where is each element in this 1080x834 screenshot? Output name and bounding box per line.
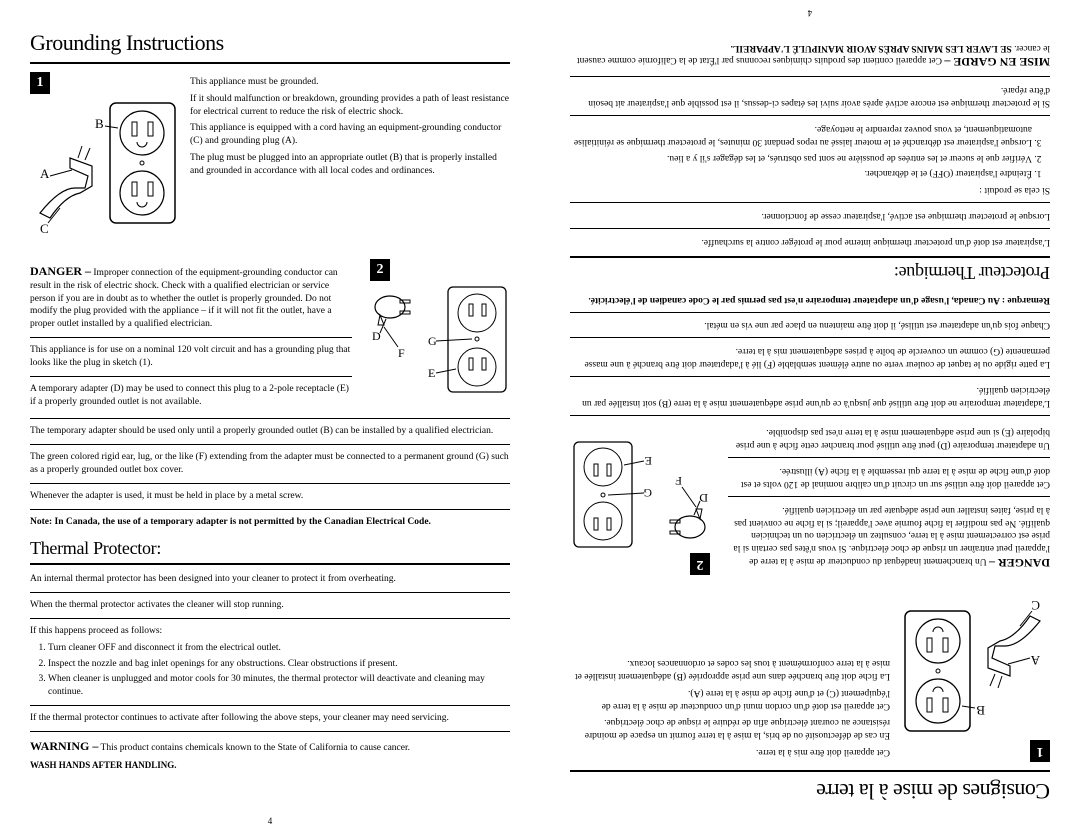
label-B: B	[95, 116, 104, 131]
p9-fr: Chaque fois qu'un adaptateur est utilisé…	[570, 319, 1050, 332]
svg-text:B: B	[976, 703, 985, 718]
outlet-plug-diagram-1: B A C	[30, 98, 180, 248]
svg-text:F: F	[675, 474, 682, 488]
p9: Whenever the adapter is used, it must be…	[30, 490, 510, 503]
tp-li3: When cleaner is unplugged and motor cool…	[48, 673, 510, 699]
svg-text:G: G	[643, 486, 652, 500]
title-thermal-fr: Protecteur Thermique:	[570, 262, 1050, 283]
svg-text:F: F	[398, 346, 405, 360]
figure-2-fr: 2 D F G E	[570, 422, 710, 575]
title-grounding: Grounding Instructions	[30, 30, 510, 56]
p7: The temporary adapter should be used onl…	[30, 425, 510, 438]
tp3: If this happens proceed as follows:	[30, 625, 510, 638]
svg-text:E: E	[428, 366, 435, 380]
p5: This appliance is for use on a nominal 1…	[30, 344, 352, 370]
svg-text:D: D	[699, 491, 708, 505]
tp2-fr: Lorsque le protecteur thermique est acti…	[570, 209, 1050, 222]
rule	[30, 62, 510, 64]
figure-2: 2 D F G	[370, 259, 510, 412]
svg-text:A: A	[1030, 653, 1040, 668]
fig2-number-fr: 2	[690, 553, 710, 575]
title-consignes: Consignes de mise à la terre	[570, 778, 1050, 804]
tp1-fr: L'aspirateur est doté d'un protecteur th…	[570, 235, 1050, 248]
title-thermal: Thermal Protector:	[30, 538, 510, 559]
tp3-fr: Si cela se produit :	[570, 183, 1050, 196]
p6-fr: Un adaptateur temporaire (D) peut être u…	[728, 426, 1050, 452]
page-number-fr: 4	[808, 8, 813, 18]
p2: If it should malfunction or breakdown, g…	[190, 93, 510, 119]
tp-li1: Turn cleaner OFF and disconnect it from …	[48, 642, 510, 655]
p1-fr: Cet appareil doit être mis à la terre.	[570, 745, 890, 758]
section-fig1-fr: 1 B A C	[570, 581, 1050, 762]
p4: The plug must be plugged into an appropr…	[190, 152, 510, 178]
svg-text:E: E	[645, 454, 652, 468]
svg-text:G: G	[428, 334, 437, 348]
danger-para: DANGER – Improper connection of the equi…	[30, 263, 352, 331]
fig1-number-fr: 1	[1030, 740, 1050, 762]
warning-para-fr: MISE EN GARDE – Cet appareil contient de…	[570, 41, 1050, 71]
remarque: Remarque : Au Canada, l'usage d'un adapt…	[570, 293, 1050, 306]
page-french: Consignes de mise à la terre 1 B	[540, 0, 1080, 834]
figure-1: 1 B A	[30, 72, 180, 253]
page-english: Grounding Instructions 1	[0, 0, 540, 834]
p7-fr: L'adaptateur temporaire ne doit être uti…	[570, 383, 1050, 409]
tp-li2-fr: Vérifier que le suceur et les entrées de…	[570, 151, 1032, 164]
warning-label: WARNING –	[30, 739, 98, 753]
tp4: If the thermal protector continues to ac…	[30, 712, 510, 725]
fig1-text: This appliance must be grounded. If it s…	[190, 72, 510, 253]
wash-hands-fr: SE LAVER LES MAINS APRÈS AVOIR MANIPULÉ …	[731, 43, 1012, 53]
fig1-text-fr: Cet appareil doit être mis à la terre. E…	[570, 581, 890, 762]
tp-li1-fr: Éteindre l'aspirateur (OFF) et le débran…	[570, 167, 1032, 180]
adapter-diagram-2: D F G E	[370, 285, 510, 395]
thermal-steps: Turn cleaner OFF and disconnect it from …	[30, 642, 510, 699]
p1: This appliance must be grounded.	[190, 76, 510, 89]
thermal-steps-fr: Éteindre l'aspirateur (OFF) et le débran…	[570, 122, 1050, 179]
p8: The green colored rigid ear, lug, or the…	[30, 451, 510, 477]
figure-1-fr: 1 B A C	[900, 581, 1050, 762]
p3-fr: Cet appareil est doté d'un cordon muni d…	[570, 686, 890, 712]
section-danger: DANGER – Improper connection of the equi…	[30, 259, 510, 412]
adapter-diagram-2-fr: D F G E	[570, 439, 710, 549]
tp-li2: Inspect the nozzle and bag inlet opening…	[48, 658, 510, 671]
warning-label-fr: MISE EN GARDE –	[944, 56, 1050, 70]
tp4-fr: Si le protecteur thermique est encore ac…	[570, 84, 1050, 110]
wash-hands: WASH HANDS AFTER HANDLING.	[30, 759, 510, 771]
fig2-number: 2	[370, 259, 390, 281]
p6: A temporary adapter (D) may be used to c…	[30, 383, 352, 409]
section-danger-fr: DANGER – Un branchement inadéquat du con…	[570, 422, 1050, 575]
p5-fr: Cet appareil doit être utilisé sur un ci…	[728, 464, 1050, 490]
p3: This appliance is equipped with a cord h…	[190, 122, 510, 148]
tp-li3-fr: Lorsque l'aspirateur est débranché et le…	[570, 122, 1032, 148]
danger-label: DANGER –	[30, 264, 91, 278]
tp2: When the thermal protector activates the…	[30, 599, 510, 612]
warning-para: WARNING – This product contains chemical…	[30, 738, 510, 755]
fig1-number: 1	[30, 72, 50, 94]
svg-text:D: D	[372, 329, 381, 343]
p4-fr: La fiche doit être branchée dans une pri…	[570, 656, 890, 682]
label-A: A	[40, 166, 50, 181]
tp1: An internal thermal protector has been d…	[30, 573, 510, 586]
section-fig1: 1 B A	[30, 72, 510, 253]
warning-text: This product contains chemicals known to…	[98, 743, 410, 753]
page-number: 4	[268, 816, 273, 826]
label-C: C	[40, 221, 49, 236]
svg-text:C: C	[1031, 598, 1040, 613]
p2-fr: En cas de défectuosité ou de bris, la mi…	[570, 716, 890, 742]
danger-label-fr: DANGER –	[989, 556, 1050, 570]
note-canada: Note: In Canada, the use of a temporary …	[30, 516, 510, 529]
danger-para-fr: DANGER – Un branchement inadéquat du con…	[728, 503, 1050, 571]
p8-fr: La patte rigide ou le taquet de couleur …	[570, 344, 1050, 370]
outlet-plug-diagram-1-fr: B A C	[900, 586, 1050, 736]
